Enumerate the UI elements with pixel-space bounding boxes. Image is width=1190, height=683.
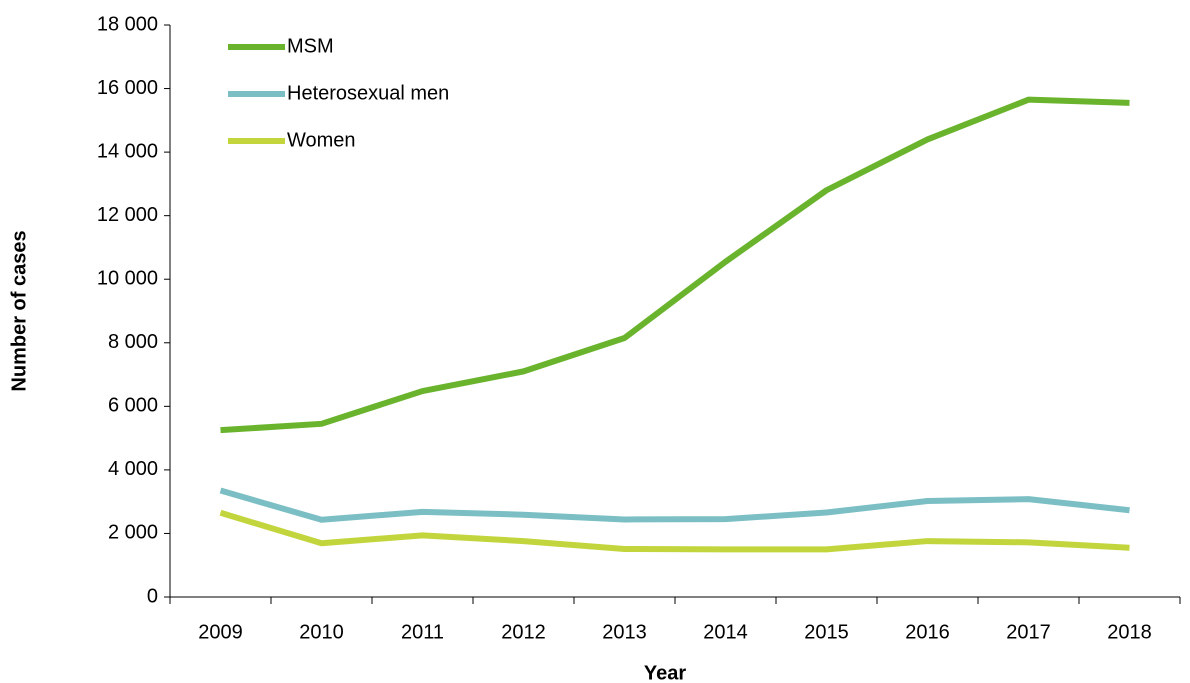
x-axis-title: Year (644, 662, 686, 683)
y-axis-title: Number of cases (8, 230, 30, 391)
y-tick-label: 10 000 (97, 268, 158, 290)
x-tick-label: 2013 (602, 621, 647, 643)
y-tick-label: 8 000 (108, 331, 158, 353)
y-tick-label: 12 000 (97, 204, 158, 226)
y-tick-label: 6 000 (108, 395, 158, 417)
x-tick-label: 2016 (905, 621, 950, 643)
x-tick-label: 2018 (1107, 621, 1152, 643)
x-tick-label: 2015 (804, 621, 849, 643)
x-tick-label: 2012 (501, 621, 546, 643)
series-line (219, 509, 1130, 553)
x-tick-label: 2009 (198, 621, 243, 643)
x-tick-label: 2011 (401, 621, 444, 643)
series-line (220, 96, 1130, 434)
y-tick-label: 0 (147, 585, 158, 607)
y-tick-label: 18 000 (97, 13, 158, 35)
y-tick-label: 4 000 (108, 458, 158, 480)
y-tick-label: 16 000 (97, 77, 158, 99)
x-tick-label: 2017 (1006, 621, 1051, 643)
y-tick-label: 2 000 (108, 522, 158, 544)
x-tick-label: 2010 (299, 621, 344, 643)
legend-label: MSM (287, 35, 334, 57)
y-tick-label: 14 000 (97, 140, 158, 162)
legend-label: Heterosexual men (287, 82, 449, 104)
x-tick-label: 2014 (703, 621, 748, 643)
series-line (219, 487, 1130, 523)
legend-label: Women (287, 129, 356, 151)
